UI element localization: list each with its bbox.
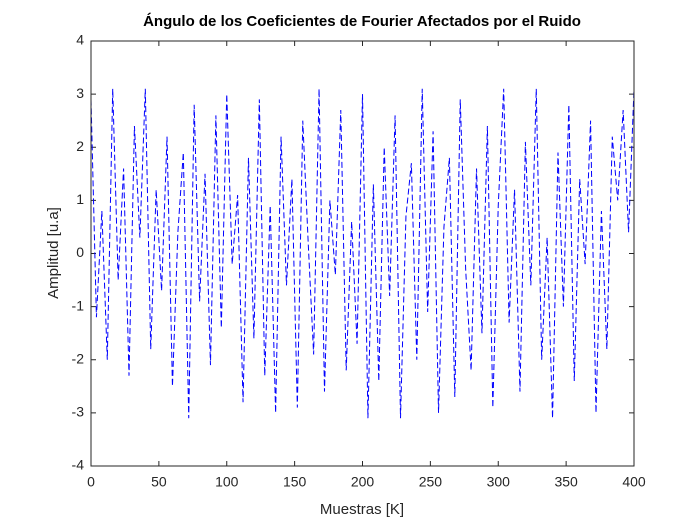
- y-tick-label: 1: [76, 191, 84, 207]
- x-axis-label: Muestras [K]: [320, 501, 404, 518]
- x-tick-label: 200: [351, 474, 375, 490]
- y-tick-label: 4: [76, 32, 84, 48]
- y-tick-label: -3: [72, 404, 85, 420]
- x-tick-label: 250: [419, 474, 443, 490]
- y-axis-label: Amplitud [u.a]: [45, 207, 62, 299]
- x-tick-label: 50: [151, 474, 167, 490]
- x-tick-label: 150: [283, 474, 307, 490]
- x-tick-label: 300: [487, 474, 511, 490]
- x-tick-label: 400: [622, 474, 646, 490]
- y-tick-label: -1: [72, 297, 85, 313]
- data-line: [90, 88, 635, 419]
- chart-title: Ángulo de los Coeficientes de Fourier Af…: [143, 13, 581, 30]
- y-tick-label: -4: [72, 457, 85, 473]
- y-tick-label: 3: [76, 85, 84, 101]
- y-tick-label: 2: [76, 138, 84, 154]
- y-tick-label: -2: [72, 350, 85, 366]
- x-tick-label: 100: [215, 474, 239, 490]
- x-tick-label: 350: [554, 474, 578, 490]
- y-tick-label: 0: [76, 244, 84, 260]
- axes-box: [90, 40, 635, 467]
- x-tick-label: 0: [87, 474, 95, 490]
